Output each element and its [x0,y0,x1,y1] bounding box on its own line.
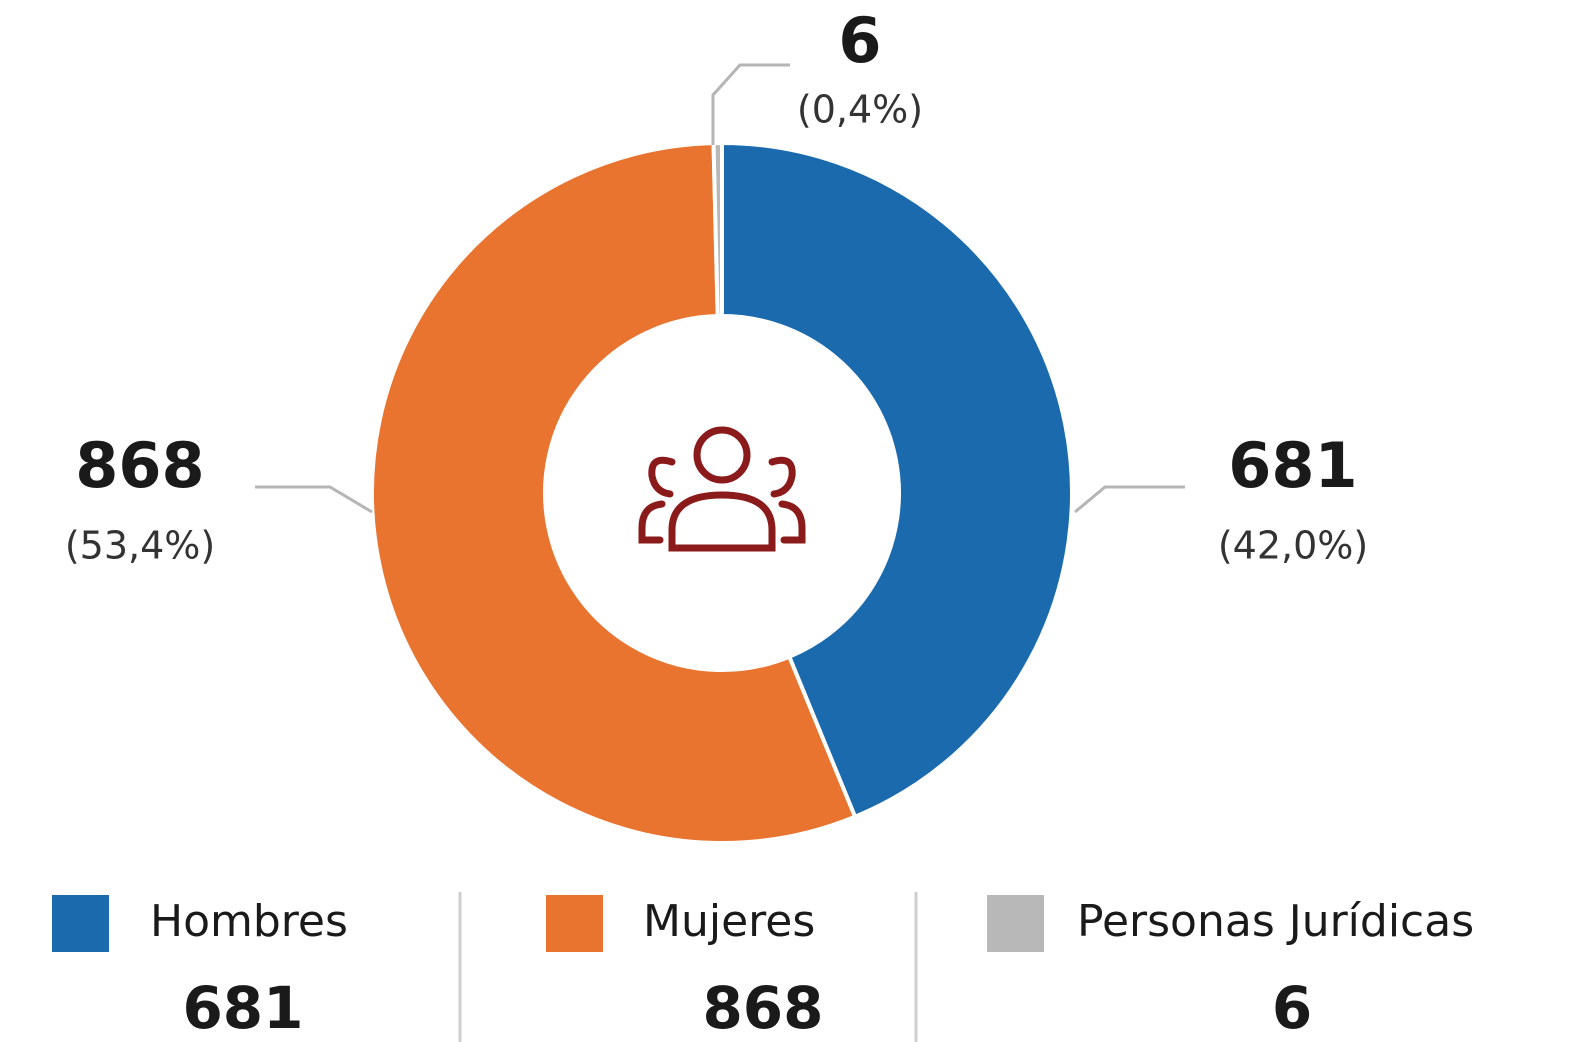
legend-label: Hombres [150,896,348,947]
leader-line [711,63,790,145]
icon-body [668,491,776,552]
donut-slice [370,141,858,845]
leader-line [255,485,373,514]
legend-swatch [987,895,1044,952]
data-label: 6 [838,4,881,77]
legend-swatch [546,895,603,952]
legend-swatch [52,895,109,952]
percent-label: (42,0%) [1218,524,1368,568]
donut-slice [720,140,1074,820]
legend-value: 6 [1272,974,1312,1042]
percent-label: (53,4%) [65,524,215,568]
donut [370,140,1074,845]
data-label: 681 [1228,429,1357,502]
donut-slice [711,140,724,319]
icon-right-head [768,456,796,498]
leader-line [1074,485,1185,514]
percent-label: (0,4%) [797,88,923,132]
icon-left-body [638,500,666,544]
data-label: 868 [75,429,204,502]
legend-label: Mujeres [643,896,815,947]
icon-right-body [778,500,806,544]
icon-head [693,426,751,484]
center-icon [638,426,806,552]
icon-left-head [648,456,676,498]
legend-value: 681 [182,974,303,1042]
legend-label: Personas Jurídicas [1077,896,1474,947]
legend-value: 868 [702,974,823,1042]
